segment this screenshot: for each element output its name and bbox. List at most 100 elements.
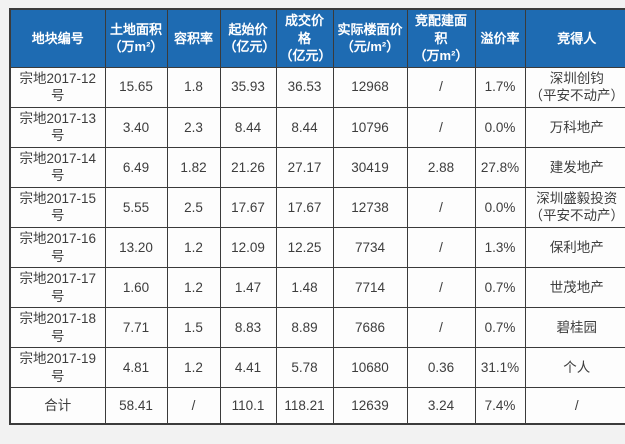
table-cell: 8.44 <box>219 106 277 148</box>
table-cell: 8.44 <box>275 106 334 148</box>
table-cell: 2.88 <box>406 146 476 188</box>
table-cell: 30419 <box>332 146 408 188</box>
table-row: 宗地2017-15号 5.55 2.5 17.67 17.67 12738/0.0% 深圳盛… <box>9 186 625 229</box>
table-row: 宗地2017-19号 4.81 1.2 4.41 5.78 10680 0.36 31.1% 个… <box>9 347 625 389</box>
table-cell: 宗地2017-18号 <box>9 307 106 349</box>
table-row: 宗地2017-12号 15.65 1.8 35.93 36.53 12968/1.7% 深圳… <box>9 66 625 108</box>
table-cell: 世茂地产 <box>524 267 625 309</box>
table-cell: 1.8 <box>166 66 221 108</box>
table-cell: 7714 <box>332 267 408 309</box>
table-cell: 15.65 <box>104 66 168 108</box>
table-cell: 17.67 <box>219 186 277 229</box>
table-cell: 3.40 <box>104 106 168 148</box>
table-cell: 12.25 <box>275 227 334 269</box>
table-cell: 3.24 <box>406 387 476 425</box>
table-cell: 31.1% <box>474 347 526 389</box>
table-cell: 7.71 <box>104 307 168 349</box>
column-header: 竞配建面积 （万m²） <box>406 8 476 68</box>
table-cell: / <box>406 186 476 229</box>
column-header: 竞得人 <box>524 8 625 68</box>
table-cell: 12968 <box>332 66 408 108</box>
table-cell: 深圳创钧 （平安不动产） <box>524 66 625 108</box>
table-cell: 1.48 <box>275 267 334 309</box>
table-cell: 5.55 <box>104 186 168 229</box>
table-cell: 1.82 <box>166 146 221 188</box>
table-cell: 1.2 <box>166 227 221 269</box>
column-header: 容积率 <box>166 8 221 68</box>
column-header: 实际楼面价 （元/m²） <box>332 8 408 68</box>
table-cell: 合计 <box>9 387 106 425</box>
table-cell: 0.7% <box>474 307 526 349</box>
table-cell: 110.1 <box>219 387 277 425</box>
table-cell: 12738 <box>332 186 408 229</box>
table-row: 宗地2017-16号 13.20 1.2 12.09 12.25 7734/1.3% 保利地… <box>9 227 625 269</box>
table-row: 宗地2017-17号 1.60 1.2 1.47 1.48 7714/0.7% 世茂地产 <box>9 267 625 309</box>
table-cell: 10680 <box>332 347 408 389</box>
table-cell: 5.78 <box>275 347 334 389</box>
table-cell: / <box>406 227 476 269</box>
table-cell: 8.89 <box>275 307 334 349</box>
table-cell: 深圳盛毅投资 （平安不动产） <box>524 186 625 229</box>
table-cell: / <box>406 66 476 108</box>
column-header: 成交价格 （亿元） <box>275 8 334 68</box>
table-cell: 21.26 <box>219 146 277 188</box>
column-header: 溢价率 <box>474 8 526 68</box>
table-cell: 4.41 <box>219 347 277 389</box>
table-cell: 1.3% <box>474 227 526 269</box>
table-cell: 宗地2017-12号 <box>9 66 106 108</box>
table-cell: 58.41 <box>104 387 168 425</box>
table-cell: 保利地产 <box>524 227 625 269</box>
table-cell: 1.47 <box>219 267 277 309</box>
table-cell: 0.7% <box>474 267 526 309</box>
table-row: 宗地2017-18号 7.71 1.5 8.83 8.89 7686/0.7% 碧桂园 <box>9 307 625 349</box>
column-header: 地块编号 <box>9 8 106 68</box>
table-cell: 万科地产 <box>524 106 625 148</box>
table-cell: 宗地2017-16号 <box>9 227 106 269</box>
table-cell: 1.5 <box>166 307 221 349</box>
table-cell: 8.83 <box>219 307 277 349</box>
table-cell: 35.93 <box>219 66 277 108</box>
table-cell: 宗地2017-17号 <box>9 267 106 309</box>
table-cell: 2.3 <box>166 106 221 148</box>
table-cell: 6.49 <box>104 146 168 188</box>
table-cell: 宗地2017-14号 <box>9 146 106 188</box>
table-cell: 27.17 <box>275 146 334 188</box>
table-cell: 0.0% <box>474 106 526 148</box>
table-row: 宗地2017-13号 3.40 2.3 8.44 8.44 10796/0.0% 万科地产 <box>9 106 625 148</box>
column-header: 土地面积 （万m²） <box>104 8 168 68</box>
table-body: 宗地2017-12号 15.65 1.8 35.93 36.53 12968/1.7% 深圳… <box>9 66 625 425</box>
table-cell: 宗地2017-19号 <box>9 347 106 389</box>
table-cell: 7.4% <box>474 387 526 425</box>
table-cell: 118.21 <box>275 387 334 425</box>
table-cell: 12639 <box>332 387 408 425</box>
table-cell: 13.20 <box>104 227 168 269</box>
table-cell: / <box>406 106 476 148</box>
table-cell: 0.0% <box>474 186 526 229</box>
table-row: 宗地2017-14号 6.49 1.82 21.26 27.17 30419 2.88 27.… <box>9 146 625 188</box>
table-cell: 27.8% <box>474 146 526 188</box>
table-cell: 1.60 <box>104 267 168 309</box>
header-row: 地块编号 土地面积 （万m²） 容积率 起始价 （亿元） 成交价格 （亿元） 实际楼面价 … <box>9 8 625 68</box>
table-cell: 宗地2017-13号 <box>9 106 106 148</box>
table-cell: / <box>406 267 476 309</box>
table-cell: / <box>524 387 625 425</box>
table-cell: 2.5 <box>166 186 221 229</box>
table-cell: 1.7% <box>474 66 526 108</box>
table-cell: 7686 <box>332 307 408 349</box>
table-cell: / <box>166 387 221 425</box>
table-cell: 4.81 <box>104 347 168 389</box>
table-cell: 36.53 <box>275 66 334 108</box>
table-cell: 宗地2017-15号 <box>9 186 106 229</box>
table-cell: 12.09 <box>219 227 277 269</box>
table-cell: 建发地产 <box>524 146 625 188</box>
table-cell: 1.2 <box>166 347 221 389</box>
table-cell: 个人 <box>524 347 625 389</box>
column-header: 起始价 （亿元） <box>219 8 277 68</box>
table-cell: 0.36 <box>406 347 476 389</box>
table-cell: 7734 <box>332 227 408 269</box>
table-cell: 10796 <box>332 106 408 148</box>
table-cell: 1.2 <box>166 267 221 309</box>
total-row: 合计 58.41/110.1 118.21 12639 3.24 7.4% / <box>9 387 625 425</box>
table-cell: 碧桂园 <box>524 307 625 349</box>
